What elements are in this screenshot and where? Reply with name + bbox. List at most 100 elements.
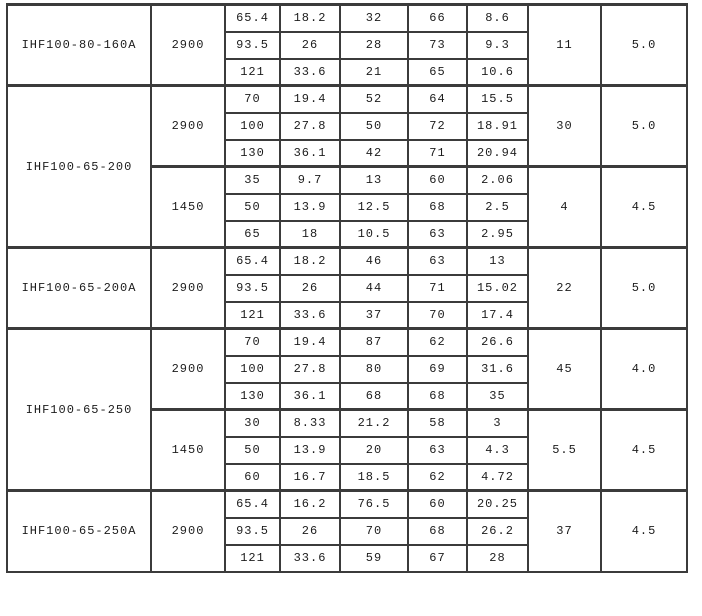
flow-ls-cell: 18.2 [279, 3, 341, 33]
speed-cell: 2900 [150, 327, 226, 411]
head-cell: 50 [339, 111, 409, 141]
flow-ls-cell: 8.33 [279, 408, 341, 438]
shaft-power-cell: 35 [466, 381, 529, 411]
flow-m3h-cell: 65.4 [224, 489, 281, 519]
head-cell: 21.2 [339, 408, 409, 438]
flow-m3h-cell: 130 [224, 138, 281, 168]
efficiency-cell: 69 [407, 354, 468, 384]
flow-ls-cell: 26 [279, 30, 341, 60]
table-row: 93.5 26 28 73 9.3 [7, 30, 687, 60]
table-row: 130 36.1 42 71 20.94 [7, 138, 687, 168]
shaft-power-cell: 2.95 [466, 219, 529, 249]
efficiency-cell: 62 [407, 327, 468, 357]
shaft-power-cell: 17.4 [466, 300, 529, 330]
flow-ls-cell: 13.9 [279, 435, 341, 465]
head-cell: 18.5 [339, 462, 409, 492]
efficiency-cell: 70 [407, 300, 468, 330]
npsh-cell: 4.0 [600, 327, 688, 411]
efficiency-cell: 71 [407, 273, 468, 303]
table-body: IHF100-80-160A 2900 65.4 18.2 32 66 8.6 11 5.0 93… [6, 3, 688, 573]
shaft-power-cell: 4.72 [466, 462, 529, 492]
npsh-cell: 4.5 [600, 489, 688, 573]
npsh-cell: 5.0 [600, 3, 688, 87]
npsh-cell: 4.5 [600, 165, 688, 249]
shaft-power-cell: 3 [466, 408, 529, 438]
table-row: 100 27.8 80 69 31.6 [7, 354, 687, 384]
flow-m3h-cell: 93.5 [224, 30, 281, 60]
table-row: 121 33.6 37 70 17.4 [7, 300, 687, 330]
flow-m3h-cell: 70 [224, 327, 281, 357]
table-row: IHF100-80-160A 2900 65.4 18.2 32 66 8.6 11 5.0 [6, 3, 688, 87]
efficiency-cell: 72 [407, 111, 468, 141]
flow-m3h-cell: 50 [224, 435, 281, 465]
flow-ls-cell: 18 [279, 219, 341, 249]
efficiency-cell: 68 [407, 381, 468, 411]
head-cell: 13 [339, 165, 409, 195]
flow-ls-cell: 27.8 [279, 111, 341, 141]
flow-ls-cell: 19.4 [279, 327, 341, 357]
table-row: 1450 35 9.7 13 60 2.06 4 4.5 [7, 165, 688, 249]
flow-m3h-cell: 121 [224, 300, 281, 330]
model-cell: IHF100-65-200A [6, 246, 152, 330]
flow-ls-cell: 33.6 [279, 57, 341, 87]
efficiency-cell: 63 [407, 435, 468, 465]
flow-m3h-cell: 121 [224, 57, 281, 87]
table-row: IHF100-65-250A 2900 65.4 16.2 76.5 60 20.25 37 4… [6, 489, 688, 573]
efficiency-cell: 66 [407, 3, 468, 33]
table-row: 121 33.6 59 67 28 [7, 543, 687, 573]
motor-power-cell: 30 [527, 84, 602, 168]
flow-m3h-cell: 65.4 [224, 3, 281, 33]
flow-ls-cell: 16.7 [279, 462, 341, 492]
npsh-cell: 5.0 [600, 246, 688, 330]
model-cell: IHF100-65-200 [6, 84, 152, 249]
motor-power-cell: 22 [527, 246, 602, 330]
efficiency-cell: 68 [407, 516, 468, 546]
shaft-power-cell: 15.02 [466, 273, 529, 303]
flow-ls-cell: 33.6 [279, 300, 341, 330]
head-cell: 12.5 [339, 192, 409, 222]
efficiency-cell: 73 [407, 30, 468, 60]
head-cell: 70 [339, 516, 409, 546]
motor-power-cell: 4 [527, 165, 602, 249]
flow-m3h-cell: 130 [224, 381, 281, 411]
efficiency-cell: 60 [407, 489, 468, 519]
shaft-power-cell: 28 [466, 543, 529, 573]
table-row: IHF100-65-200 2900 70 19.4 52 64 15.5 30 5.0 [6, 84, 688, 249]
table-row: 100 27.8 50 72 18.91 [7, 111, 687, 141]
flow-m3h-cell: 93.5 [224, 273, 281, 303]
shaft-power-cell: 2.06 [466, 165, 529, 195]
flow-m3h-cell: 65 [224, 219, 281, 249]
head-cell: 20 [339, 435, 409, 465]
npsh-cell: 5.0 [600, 84, 688, 168]
shaft-power-cell: 20.94 [466, 138, 529, 168]
efficiency-cell: 63 [407, 219, 468, 249]
npsh-cell: 4.5 [600, 408, 688, 492]
shaft-power-cell: 26.2 [466, 516, 529, 546]
head-cell: 32 [339, 3, 409, 33]
flow-ls-cell: 9.7 [279, 165, 341, 195]
table-row: IHF100-65-200A 2900 65.4 18.2 46 63 13 22 5.0 [6, 246, 688, 330]
table-row: 1450 30 8.33 21.2 58 3 5.5 4.5 [7, 408, 688, 492]
shaft-power-cell: 8.6 [466, 3, 529, 33]
efficiency-cell: 68 [407, 192, 468, 222]
efficiency-cell: 65 [407, 57, 468, 87]
efficiency-cell: 60 [407, 165, 468, 195]
shaft-power-cell: 2.5 [466, 192, 529, 222]
table-row: 50 13.9 20 63 4.3 [7, 435, 687, 465]
shaft-power-cell: 9.3 [466, 30, 529, 60]
motor-power-cell: 11 [527, 3, 602, 87]
flow-m3h-cell: 100 [224, 111, 281, 141]
speed-cell: 2900 [150, 3, 226, 87]
head-cell: 76.5 [339, 489, 409, 519]
flow-m3h-cell: 60 [224, 462, 281, 492]
efficiency-cell: 62 [407, 462, 468, 492]
flow-m3h-cell: 93.5 [224, 516, 281, 546]
flow-ls-cell: 36.1 [279, 381, 341, 411]
motor-power-cell: 37 [527, 489, 602, 573]
head-cell: 44 [339, 273, 409, 303]
shaft-power-cell: 10.6 [466, 57, 529, 87]
flow-ls-cell: 16.2 [279, 489, 341, 519]
head-cell: 68 [339, 381, 409, 411]
shaft-power-cell: 31.6 [466, 354, 529, 384]
motor-power-cell: 5.5 [527, 408, 602, 492]
